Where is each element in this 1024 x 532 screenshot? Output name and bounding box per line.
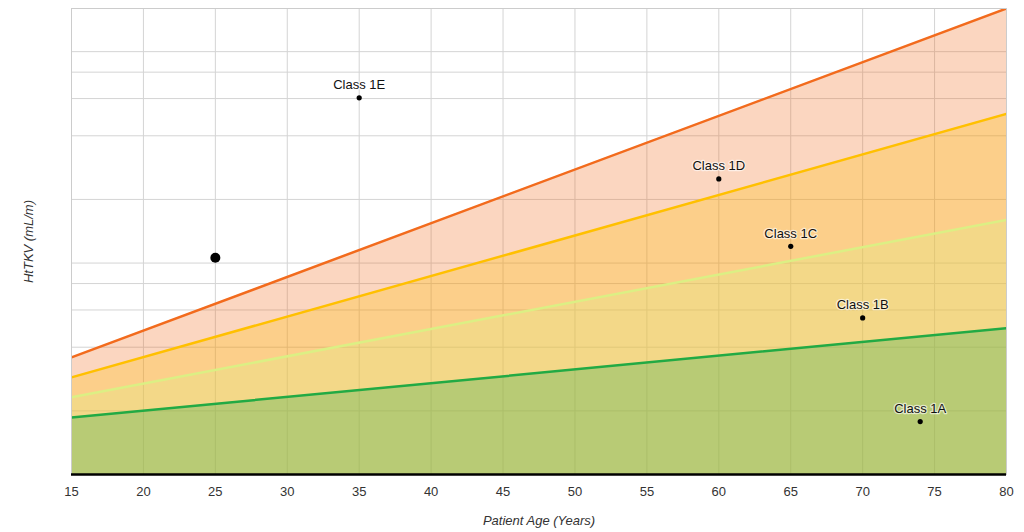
svg-text:20: 20 <box>136 484 150 499</box>
svg-text:65: 65 <box>783 484 797 499</box>
svg-text:Class 1C: Class 1C <box>764 225 817 240</box>
svg-text:Class 1B: Class 1B <box>837 297 889 312</box>
svg-text:15: 15 <box>64 484 78 499</box>
svg-text:40: 40 <box>424 484 438 499</box>
svg-text:45: 45 <box>496 484 510 499</box>
svg-text:25: 25 <box>208 484 222 499</box>
svg-text:55: 55 <box>640 484 654 499</box>
svg-text:Class 1E: Class 1E <box>333 77 385 92</box>
svg-text:Patient Age (Years): Patient Age (Years) <box>483 513 595 528</box>
svg-text:35: 35 <box>352 484 366 499</box>
svg-text:Class 1D: Class 1D <box>692 158 745 173</box>
svg-text:80: 80 <box>999 484 1013 499</box>
svg-text:Class 1A: Class 1A <box>894 401 946 416</box>
svg-text:75: 75 <box>927 484 941 499</box>
svg-text:HtTKV (mL/m): HtTKV (mL/m) <box>21 200 36 283</box>
svg-text:70: 70 <box>855 484 869 499</box>
svg-text:30: 30 <box>280 484 294 499</box>
svg-text:60: 60 <box>712 484 726 499</box>
svg-text:50: 50 <box>568 484 582 499</box>
